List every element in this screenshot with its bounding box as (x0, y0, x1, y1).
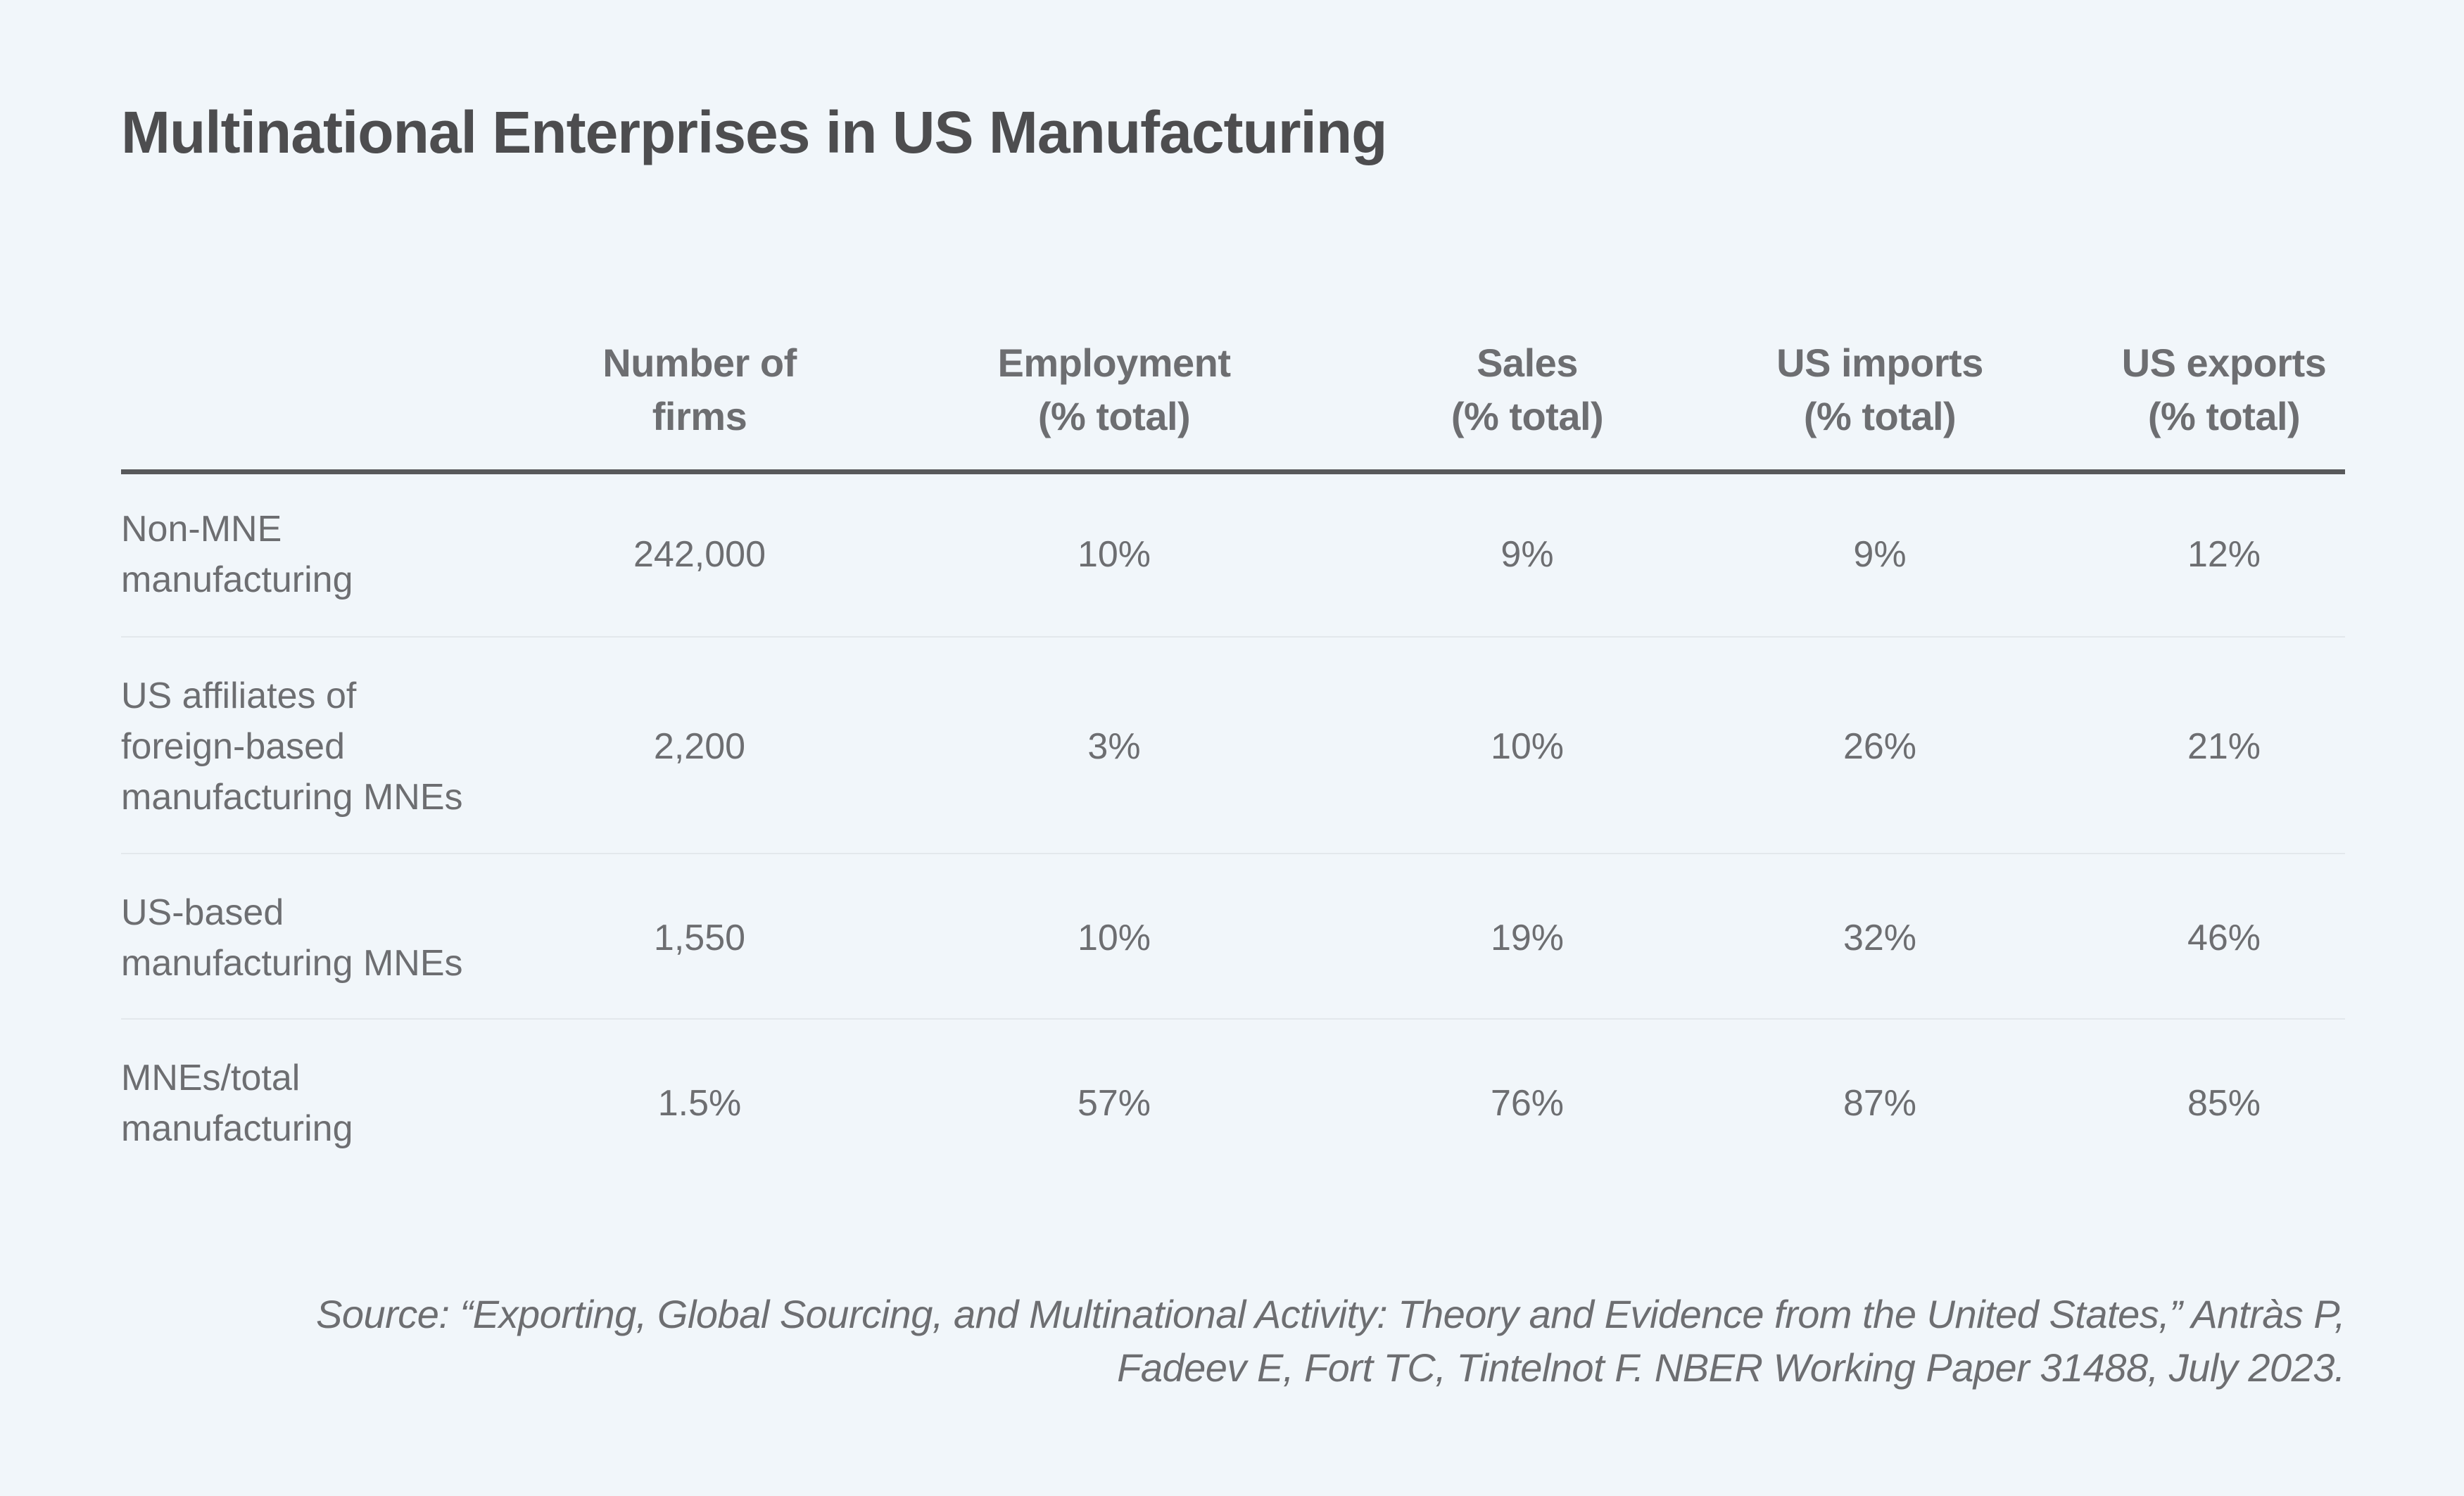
row-label-line: manufacturing MNEs (121, 943, 463, 984)
row-label-line: US affiliates of (121, 676, 357, 716)
table-cell: 10% (1077, 918, 1151, 958)
row-label: MNEs/total manufacturing (121, 1053, 353, 1154)
table-cell: 76% (1490, 1083, 1565, 1124)
table-cell: 9% (1853, 534, 1907, 575)
source-line-2: Fadeev E, Fort TC, Tintelnot F. NBER Wor… (1117, 1345, 2345, 1390)
table-cell: 2,200 (653, 726, 746, 767)
row-divider (121, 853, 2345, 854)
header-divider (121, 469, 2345, 474)
source-note: Source: “Exporting, Global Sourcing, and… (93, 1288, 2346, 1395)
column-header-line: (% total) (1037, 394, 1191, 438)
row-label: US-based manufacturing MNEs (121, 887, 463, 989)
column-header-line: (% total) (1451, 394, 1604, 438)
table-cell: 57% (1077, 1083, 1151, 1124)
column-header-line: Sales (1477, 341, 1578, 385)
table-cell: 87% (1843, 1083, 1917, 1124)
row-label-line: manufacturing (121, 1108, 353, 1149)
row-label: Non-MNE manufacturing (121, 504, 353, 605)
table-cell: 19% (1490, 918, 1565, 958)
column-header: Number of firms (488, 336, 911, 443)
column-header-line: (% total) (1803, 394, 1957, 438)
column-header: Sales (% total) (1316, 336, 1738, 443)
table-cell: 10% (1490, 726, 1565, 767)
row-divider (121, 636, 2345, 638)
column-header: US exports (% total) (2013, 336, 2435, 443)
table-cell: 10% (1077, 534, 1151, 575)
column-header-line: firms (652, 394, 747, 438)
row-label-line: MNEs/total (121, 1058, 301, 1098)
row-label-line: manufacturing (121, 559, 353, 600)
table-cell: 3% (1087, 726, 1141, 767)
row-divider (121, 1018, 2345, 1020)
table-cell: 32% (1843, 918, 1917, 958)
page-title: Multinational Enterprises in US Manufact… (121, 99, 1387, 165)
table-cell: 1,550 (653, 918, 746, 958)
table-cell: 12% (2187, 534, 2261, 575)
table-cell: 46% (2187, 918, 2261, 958)
row-label-line: foreign-based (121, 726, 345, 767)
source-line-1: Source: “Exporting, Global Sourcing, and… (315, 1292, 2346, 1336)
table-cell: 9% (1500, 534, 1554, 575)
column-header: Employment (% total) (903, 336, 1325, 443)
table-cell: 85% (2187, 1083, 2261, 1124)
row-label-line: US-based (121, 892, 284, 933)
table-cell: 26% (1843, 726, 1917, 767)
row-label-line: Non-MNE (121, 509, 282, 550)
row-label-line: manufacturing MNEs (121, 777, 463, 818)
column-header: US imports (% total) (1669, 336, 2091, 443)
table-cell: 242,000 (633, 534, 766, 575)
table-cell: 1.5% (657, 1083, 742, 1124)
row-label: US affiliates of foreign-based manufacturi… (121, 671, 463, 823)
column-header-line: US exports (2121, 341, 2327, 385)
column-header-line: Number of (602, 341, 797, 385)
column-header-line: US imports (1776, 341, 1983, 385)
table-cell: 21% (2187, 726, 2261, 767)
column-header-line: (% total) (2147, 394, 2301, 438)
column-header-line: Employment (997, 341, 1231, 385)
